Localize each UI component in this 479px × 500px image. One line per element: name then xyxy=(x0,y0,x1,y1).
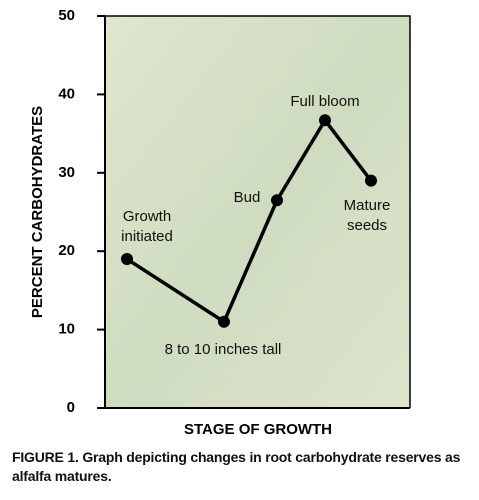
x-axis-label: STAGE OF GROWTH xyxy=(184,421,332,438)
y-tick-label: 50 xyxy=(58,7,75,24)
point-label: Bud xyxy=(233,189,261,206)
y-tick-label: 10 xyxy=(58,321,75,338)
point-label: Full bloom xyxy=(290,93,360,110)
y-tick-label: 30 xyxy=(58,164,75,181)
plot-frame xyxy=(105,15,411,408)
y-tick-label: 40 xyxy=(58,85,75,102)
point xyxy=(121,253,133,266)
point xyxy=(218,315,230,328)
point xyxy=(271,194,283,207)
point xyxy=(365,174,377,187)
y-tick-label: 20 xyxy=(58,242,75,259)
point-label: Growth initiated xyxy=(121,208,173,245)
figure-caption: FIGURE 1. Graph depicting changes in roo… xyxy=(12,449,461,484)
y-axis-label: PERCENT CARBOHYDRATES xyxy=(29,106,46,318)
plot-background xyxy=(105,16,410,408)
point-label: Mature seeds xyxy=(343,197,391,234)
y-tick-label: 0 xyxy=(67,399,75,416)
point-label: 8 to 10 inches tall xyxy=(164,341,282,358)
point xyxy=(319,114,331,127)
